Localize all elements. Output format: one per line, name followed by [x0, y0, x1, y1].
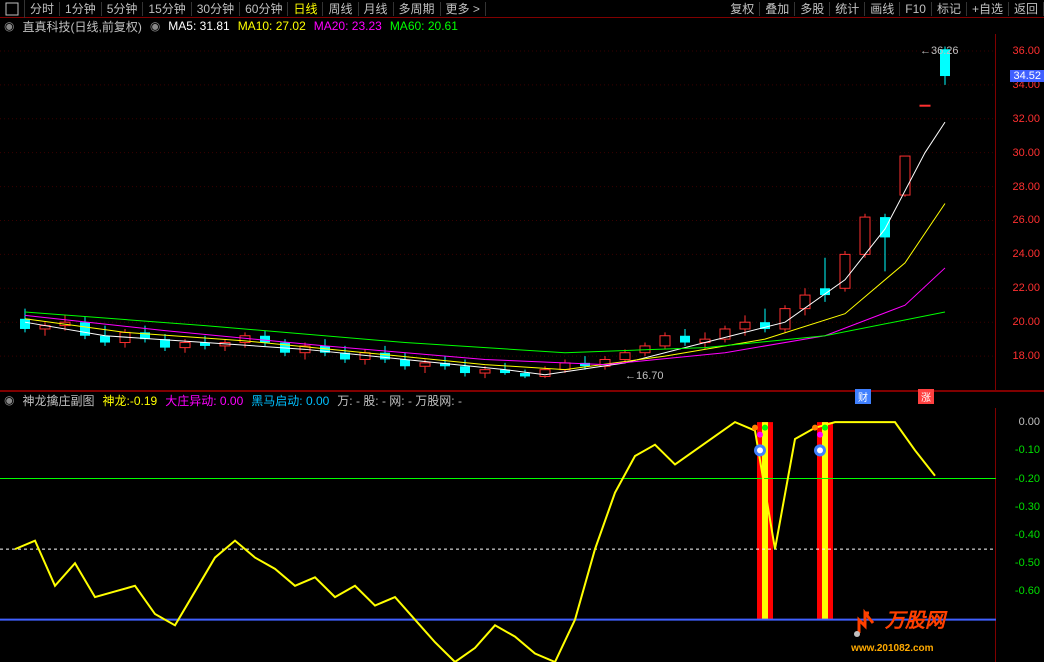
ma20-label: MA20: 23.23: [314, 19, 382, 33]
sub-yaxis: 0.00 -0.10 -0.20 -0.30 -0.40 -0.50 -0.60: [996, 408, 1044, 662]
sub-info-bar: ◉ 神龙擒庄副图 神龙:-0.19 大庄异动: 0.00 黑马启动: 0.00 …: [0, 392, 1044, 408]
tool-标记[interactable]: 标记: [932, 2, 967, 16]
tool-统计[interactable]: 统计: [830, 2, 865, 16]
yaxis-tick: 30.00: [1012, 147, 1040, 159]
dazhuang-label: 大庄异动: 0.00: [165, 392, 243, 409]
logo-text: 万股网: [885, 610, 945, 632]
shenlong-label: 神龙:-0.19: [103, 392, 158, 409]
main-info-bar: ◉ 直真科技(日线,前复权) ◉ MA5: 31.81 MA10: 27.02 …: [0, 18, 1044, 34]
sub-yaxis-tick: 0.00: [1019, 416, 1040, 428]
main-yaxis: 18.00 20.00 22.00 24.00 26.00 28.00 30.00 32.00…: [996, 34, 1044, 390]
tool-画线[interactable]: 画线: [865, 2, 900, 16]
yaxis-tick: 26.00: [1012, 214, 1040, 226]
logo-url: www.201082.com: [851, 643, 933, 654]
badge-财: 财: [855, 389, 871, 404]
sub-chart[interactable]: 万股网 www.201082.com: [0, 408, 996, 662]
yaxis-tick: 28.00: [1012, 181, 1040, 193]
current-price: 34.52: [1010, 70, 1044, 82]
ma5-label: MA5: 31.81: [168, 19, 229, 33]
tool-多股[interactable]: 多股: [795, 2, 830, 16]
logo-icon: [851, 608, 881, 638]
timeframe-更多 >[interactable]: 更多 >: [441, 2, 486, 16]
svg-text:←36.26: ←36.26: [920, 45, 959, 57]
svg-text:←16.70: ←16.70: [625, 370, 664, 382]
badge-涨: 涨: [918, 389, 934, 404]
sub-extra: 万: - 股: - 网: - 万股网: -: [337, 392, 462, 409]
timeframe-日线[interactable]: 日线: [288, 2, 323, 16]
sub-title: 神龙擒庄副图: [22, 392, 94, 409]
timeframe-周线[interactable]: 周线: [323, 2, 358, 16]
ma60-label: MA60: 20.61: [390, 19, 458, 33]
sub-yaxis-tick: -0.20: [1015, 473, 1040, 485]
sub-yaxis-tick: -0.10: [1015, 444, 1040, 456]
main-chart-area: ←36.26←16.70 财涨 18.0020.0022.0024.0026.0…: [0, 34, 1044, 390]
timeframe-月线[interactable]: 月线: [359, 2, 394, 16]
sub-yaxis-tick: -0.50: [1015, 557, 1040, 569]
ma10-label: MA10: 27.02: [238, 19, 306, 33]
timeframe-30分钟[interactable]: 30分钟: [192, 2, 240, 16]
timeframe-15分钟[interactable]: 15分钟: [143, 2, 191, 16]
yaxis-tick: 20.00: [1012, 316, 1040, 328]
timeframe-分时[interactable]: 分时: [25, 2, 60, 16]
timeframe-60分钟[interactable]: 60分钟: [240, 2, 288, 16]
yaxis-tick: 22.00: [1012, 282, 1040, 294]
logo: 万股网 www.201082.com: [851, 604, 945, 654]
toolbar: 分时1分钟5分钟15分钟30分钟60分钟日线周线月线多周期更多 > 复权叠加多股…: [0, 0, 1044, 18]
yaxis-tick: 36.00: [1012, 45, 1040, 57]
yaxis-tick: 18.00: [1012, 350, 1040, 362]
tool-复权[interactable]: 复权: [725, 2, 760, 16]
toolbar-left: 分时1分钟5分钟15分钟30分钟60分钟日线周线月线多周期更多 >: [0, 0, 486, 18]
sub-yaxis-tick: -0.40: [1015, 529, 1040, 541]
stock-name: 直真科技(日线,前复权): [22, 18, 141, 35]
timeframe-多周期[interactable]: 多周期: [394, 2, 441, 16]
tool-+自选[interactable]: +自选: [967, 2, 1009, 16]
toolbar-right: 复权叠加多股统计画线F10标记+自选返回: [725, 0, 1044, 18]
main-chart[interactable]: ←36.26←16.70 财涨: [0, 34, 996, 390]
circle-icon-3: ◉: [4, 393, 14, 407]
sub-yaxis-tick: -0.30: [1015, 501, 1040, 513]
yaxis-tick: 24.00: [1012, 248, 1040, 260]
tool-F10[interactable]: F10: [900, 2, 932, 16]
timeframe-1分钟[interactable]: 1分钟: [60, 2, 102, 16]
sub-yaxis-tick: -0.60: [1015, 585, 1040, 597]
circle-icon-2: ◉: [150, 19, 160, 33]
heima-label: 黑马启动: 0.00: [251, 392, 329, 409]
circle-icon: ◉: [4, 19, 14, 33]
yaxis-tick: 32.00: [1012, 113, 1040, 125]
tool-返回[interactable]: 返回: [1009, 2, 1044, 16]
tool-叠加[interactable]: 叠加: [760, 2, 795, 16]
timeframe-5分钟[interactable]: 5分钟: [102, 2, 144, 16]
toolbar-icon[interactable]: [0, 0, 25, 18]
sub-chart-area: 万股网 www.201082.com 0.00 -0.10 -0.20 -0.30 -0…: [0, 408, 1044, 662]
